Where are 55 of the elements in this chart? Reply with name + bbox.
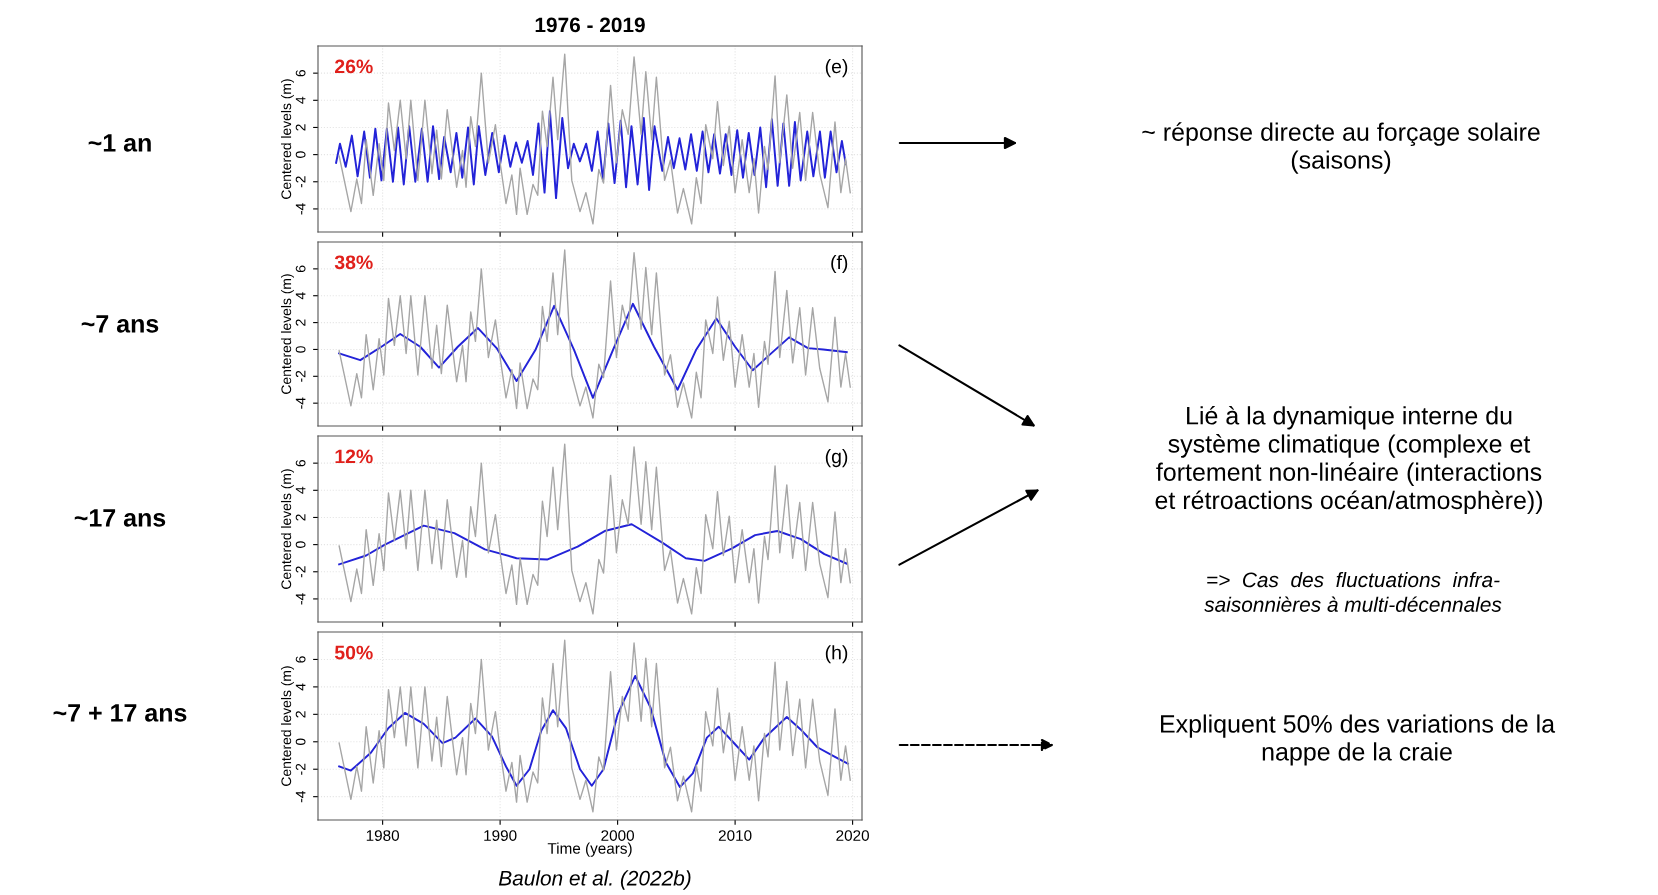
y-axis-title: Centered levels (m) [280,469,294,589]
x-tick-label: 1990 [484,830,517,841]
x-tick-label: 2000 [601,830,635,841]
y-tick-label: -4 [295,397,306,409]
line-series [338,523,848,566]
line-series [338,674,849,789]
y-tick-label: -2 [295,176,306,188]
x-axis-title: Time (years) [547,842,632,857]
y-axis-title: Centered levels (m) [280,274,294,394]
y-tick-label: 6 [295,656,306,663]
annotation: (e) [825,59,848,78]
y-tick-label: 0 [295,346,306,353]
y-tick-label: 4 [295,96,306,104]
text: Expliquent 50% des variations de la nappe de la craie [1161,714,1556,766]
y-tick-label: -2 [295,370,306,382]
text: ~1 an [88,134,151,152]
text: ~7 + 17 ans [53,704,187,722]
y-tick-label: 4 [295,683,306,691]
x-tick-label: 1980 [366,830,400,841]
annotation: 38% [334,255,373,270]
text: Baulon et al. (2022b) [498,870,691,890]
y-tick-label: -4 [295,593,306,605]
y-tick-label: -2 [295,566,306,578]
y-tick-label: 6 [295,459,306,467]
text: ~7 ans [81,315,159,333]
y-tick-label: -4 [295,203,306,215]
text: Lié à la dynamique interne du système climatique (complexe et fortement non-linéaire (interactions et rétroactions océan/atmosphère)) [1155,405,1543,515]
line-series [338,302,848,399]
y-tick-label: 0 [295,541,306,548]
y-tick-label: 2 [295,514,306,521]
y-tick-label: -4 [295,790,306,803]
annotation: (g) [825,449,848,468]
text: ~ réponse directe au forçage solaire (saisons) [1142,122,1540,174]
y-axis-title: Centered levels (m) [280,79,294,199]
text: => Cas des fluctuations infra- saisonnières à multi-décennales [1204,571,1502,612]
annotation: (h) [825,645,848,664]
annotation: (f) [831,254,848,273]
y-tick-label: -2 [295,763,306,775]
y-tick-label: 6 [295,69,306,77]
x-tick-label: 2020 [836,830,869,841]
y-tick-label: 4 [295,292,306,300]
y-tick-label: 0 [295,738,306,746]
annotation: 50% [334,645,373,660]
text: ~17 ans [74,509,166,527]
y-tick-label: 4 [295,486,306,494]
annotation: 26% [334,59,373,74]
y-tick-label: 2 [295,319,306,326]
y-axis-title: Centered levels (m) [280,666,294,786]
annotation: 12% [335,449,373,464]
y-tick-label: 6 [295,265,306,273]
x-tick-label: 2010 [718,830,752,841]
y-tick-label: 2 [295,711,306,718]
y-tick-label: 0 [295,151,306,158]
chart-title: 1976 - 2019 [535,17,645,33]
y-tick-label: 2 [295,124,306,131]
